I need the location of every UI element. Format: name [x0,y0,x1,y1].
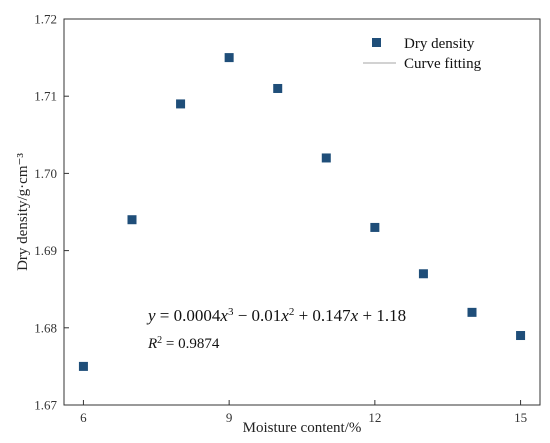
fit-equation: y = 0.0004x3 − 0.01x2 + 0.147x + 1.18 [146,306,406,325]
r-squared-annotation: R2 = 0.9874 [147,335,220,353]
plot-frame [63,18,541,406]
x-tick-label: 12 [368,410,381,425]
y-tick-label: 1.68 [34,320,57,335]
x-tick-label: 6 [80,410,87,425]
x-tick-label: 15 [514,410,527,425]
y-tick-label: 1.70 [34,166,57,181]
x-tick-label: 9 [226,410,233,425]
y-tick-label: 1.67 [34,398,57,413]
y-tick-label: 1.71 [34,89,57,104]
data-point [467,307,477,317]
data-point [224,53,234,63]
data-point [78,361,88,371]
data-point [418,269,428,279]
y-tick-label: 1.69 [34,243,57,258]
x-axis-ticks: 6 9 12 15 [80,400,527,425]
data-point [127,215,137,225]
legend-label-curve-fitting: Curve fitting [404,56,482,72]
legend-marker-dry-density [372,38,381,47]
y-tick-label: 1.72 [34,12,57,27]
data-point [321,153,331,163]
data-points [78,53,526,371]
data-point [273,83,283,93]
data-point [516,331,526,341]
legend-label-dry-density: Dry density [404,36,475,52]
y-axis-label: Dry density/g·cm⁻³ [15,153,31,271]
data-point [176,99,186,109]
y-axis-ticks: 1.67 1.68 1.69 1.70 1.71 1.72 [34,12,69,413]
x-axis-label: Moisture content/% [243,420,362,436]
legend: Dry density Curve fitting [363,36,482,72]
data-point [370,222,380,232]
